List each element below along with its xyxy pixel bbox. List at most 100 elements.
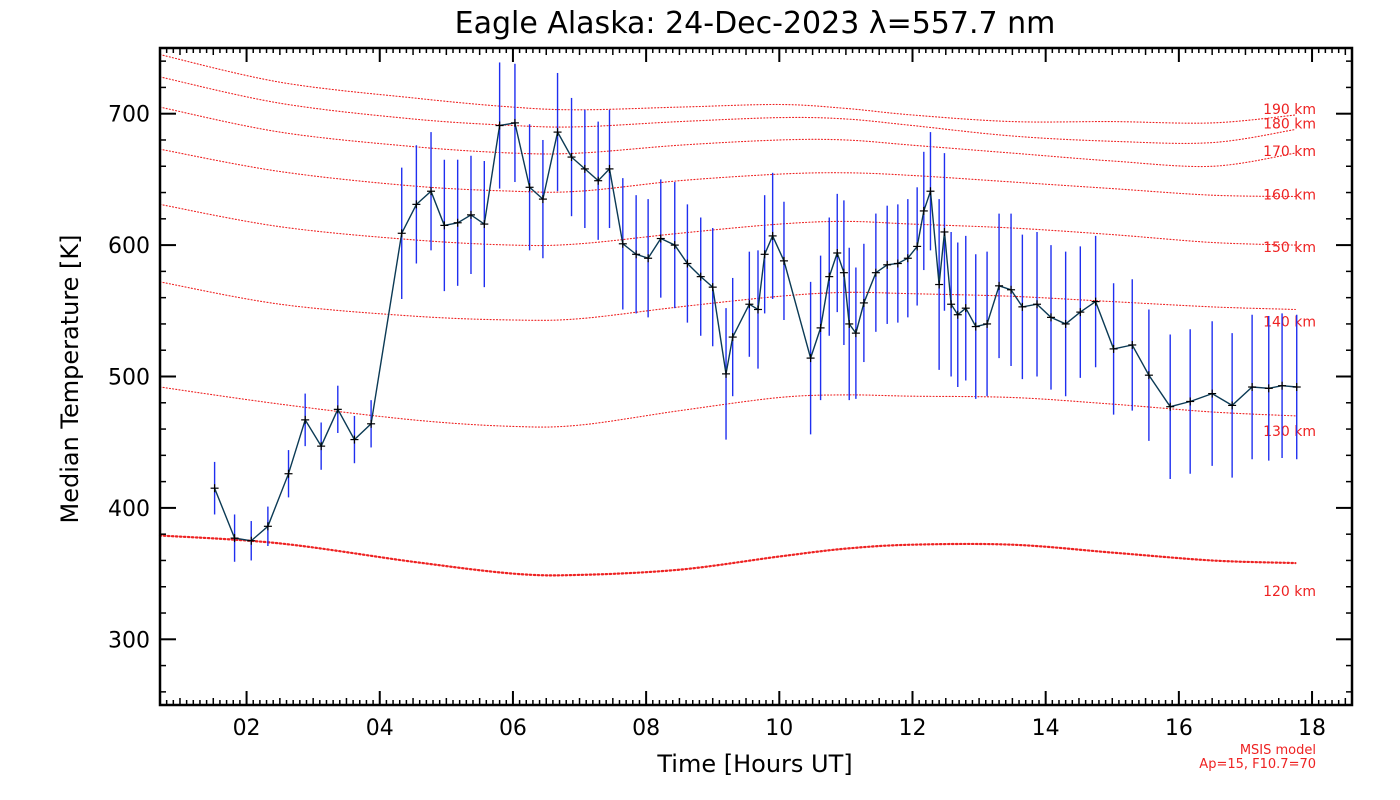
data-point xyxy=(913,242,922,251)
data-point xyxy=(632,250,641,259)
msis-curve-label: 170 km xyxy=(1263,144,1316,160)
x-tick-label: 08 xyxy=(632,716,660,741)
data-point xyxy=(1278,381,1287,390)
data-point xyxy=(427,187,436,196)
data-point xyxy=(247,536,256,545)
x-tick-label: 16 xyxy=(1165,716,1193,741)
data-point xyxy=(594,176,603,185)
data-point xyxy=(851,329,860,338)
data-point xyxy=(745,300,754,309)
x-tick-label: 10 xyxy=(765,716,793,741)
data-point xyxy=(350,435,359,444)
y-tick-label: 400 xyxy=(108,497,150,522)
msis-curve-190km xyxy=(159,54,1296,124)
data-point xyxy=(995,281,1004,290)
msis-curve-180km xyxy=(159,76,1296,144)
data-point xyxy=(538,195,547,204)
data-point xyxy=(1018,302,1027,311)
data-point xyxy=(466,210,475,219)
data-point xyxy=(893,259,902,268)
data-point xyxy=(859,298,868,307)
data-point xyxy=(940,227,949,236)
data-point xyxy=(412,200,421,209)
data-point xyxy=(510,118,519,127)
data-point xyxy=(983,319,992,328)
data-point xyxy=(644,254,653,263)
data-point xyxy=(333,405,342,414)
msis-curve-160km xyxy=(159,148,1296,198)
y-tick-label: 300 xyxy=(108,628,150,653)
msis-curve-150km xyxy=(159,203,1296,247)
data-point xyxy=(683,259,692,268)
data-point xyxy=(1047,313,1056,322)
x-tick-label: 02 xyxy=(233,716,261,741)
msis-curve-170km xyxy=(159,106,1296,168)
y-tick-label: 600 xyxy=(108,234,150,259)
error-bars xyxy=(213,62,1298,562)
msis-curve-label: 140 km xyxy=(1263,314,1316,330)
data-point xyxy=(1166,402,1175,411)
data-point xyxy=(1228,401,1237,410)
data-point xyxy=(1033,300,1042,309)
data-point xyxy=(947,300,956,309)
data-point xyxy=(903,254,912,263)
data-point xyxy=(1007,285,1016,294)
data-point xyxy=(284,469,293,478)
data-point xyxy=(397,229,406,238)
y-tick-label: 700 xyxy=(108,103,150,128)
data-point xyxy=(580,164,589,173)
data-point xyxy=(760,250,769,259)
msis-curve-label: 130 km xyxy=(1263,424,1316,440)
measured-line xyxy=(213,122,1297,542)
msis-curve-label: 150 km xyxy=(1263,240,1316,256)
data-point xyxy=(301,415,310,424)
data-point xyxy=(567,153,576,162)
data-point xyxy=(926,187,935,196)
data-point xyxy=(210,484,219,493)
data-point xyxy=(833,248,842,257)
data-point xyxy=(1061,319,1070,328)
x-tick-label: 04 xyxy=(366,716,394,741)
data-point xyxy=(1144,371,1153,380)
data-point xyxy=(263,522,272,531)
data-point xyxy=(1109,344,1118,353)
msis-curve-130km xyxy=(159,386,1296,428)
y-axis-label: Median Temperature [K] xyxy=(56,234,84,523)
data-point xyxy=(883,260,892,269)
data-point xyxy=(618,239,627,248)
data-point xyxy=(728,333,737,342)
model-note-line2: Ap=15, F10.7=70 xyxy=(1199,757,1316,772)
data-point xyxy=(495,121,504,130)
data-point xyxy=(1264,384,1273,393)
measured-series xyxy=(210,118,1301,545)
data-point xyxy=(1128,340,1137,349)
msis-model-curves: 120 km 130 km 140 km 150 km 160 km 170 km 180 … xyxy=(158,54,1316,600)
data-point xyxy=(1186,397,1195,406)
data-point xyxy=(696,272,705,281)
msis-curve-120km xyxy=(158,534,1297,577)
data-point xyxy=(367,419,376,428)
data-point xyxy=(845,319,854,328)
data-point xyxy=(553,128,562,137)
data-point xyxy=(919,206,928,215)
data-point xyxy=(708,283,717,292)
model-note-line1: MSIS model xyxy=(1240,743,1316,758)
x-tick-label: 12 xyxy=(898,716,926,741)
data-point xyxy=(317,442,326,451)
data-point xyxy=(971,322,980,331)
data-point xyxy=(453,218,462,227)
data-point xyxy=(1208,389,1217,398)
plot-frame xyxy=(158,46,1354,707)
x-axis-label: Time [Hours UT] xyxy=(656,750,852,778)
data-point xyxy=(953,310,962,319)
msis-curve-label: 120 km xyxy=(1263,584,1316,600)
data-point xyxy=(656,234,665,243)
data-point xyxy=(440,221,449,230)
data-point xyxy=(935,280,944,289)
data-point xyxy=(753,305,762,314)
data-point xyxy=(961,304,970,313)
data-point xyxy=(525,183,534,192)
data-point xyxy=(871,268,880,277)
data-point xyxy=(806,354,815,363)
